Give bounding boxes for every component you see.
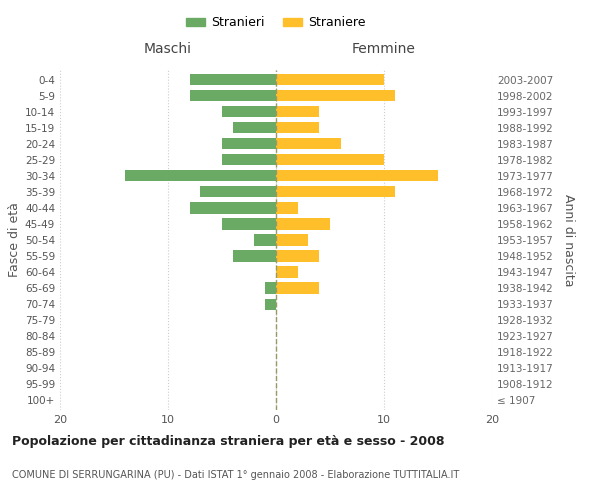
Bar — [276, 250, 319, 262]
Text: COMUNE DI SERRUNGARINA (PU) - Dati ISTAT 1° gennaio 2008 - Elaborazione TUTTITAL: COMUNE DI SERRUNGARINA (PU) - Dati ISTAT… — [12, 470, 459, 480]
Bar — [222, 138, 276, 149]
Bar — [222, 218, 276, 230]
Bar — [254, 234, 276, 246]
Bar — [222, 154, 276, 166]
Bar — [200, 186, 276, 198]
Bar — [276, 154, 384, 166]
Bar — [265, 298, 276, 310]
Bar — [276, 138, 341, 149]
Bar — [276, 74, 384, 85]
Bar — [276, 234, 308, 246]
Bar — [222, 106, 276, 118]
Y-axis label: Fasce di età: Fasce di età — [8, 202, 21, 278]
Text: Popolazione per cittadinanza straniera per età e sesso - 2008: Popolazione per cittadinanza straniera p… — [12, 435, 445, 448]
Bar — [276, 186, 395, 198]
Text: Femmine: Femmine — [352, 42, 416, 56]
Bar — [125, 170, 276, 181]
Legend: Stranieri, Straniere: Stranieri, Straniere — [181, 11, 371, 34]
Bar — [190, 90, 276, 102]
Bar — [276, 282, 319, 294]
Bar — [276, 266, 298, 278]
Bar — [276, 122, 319, 134]
Bar — [276, 106, 319, 118]
Bar — [190, 74, 276, 85]
Bar — [190, 202, 276, 213]
Bar — [276, 202, 298, 213]
Bar — [233, 250, 276, 262]
Bar — [233, 122, 276, 134]
Bar — [276, 170, 438, 181]
Bar — [276, 218, 330, 230]
Bar — [276, 90, 395, 102]
Text: Maschi: Maschi — [144, 42, 192, 56]
Bar — [265, 282, 276, 294]
Y-axis label: Anni di nascita: Anni di nascita — [562, 194, 575, 286]
